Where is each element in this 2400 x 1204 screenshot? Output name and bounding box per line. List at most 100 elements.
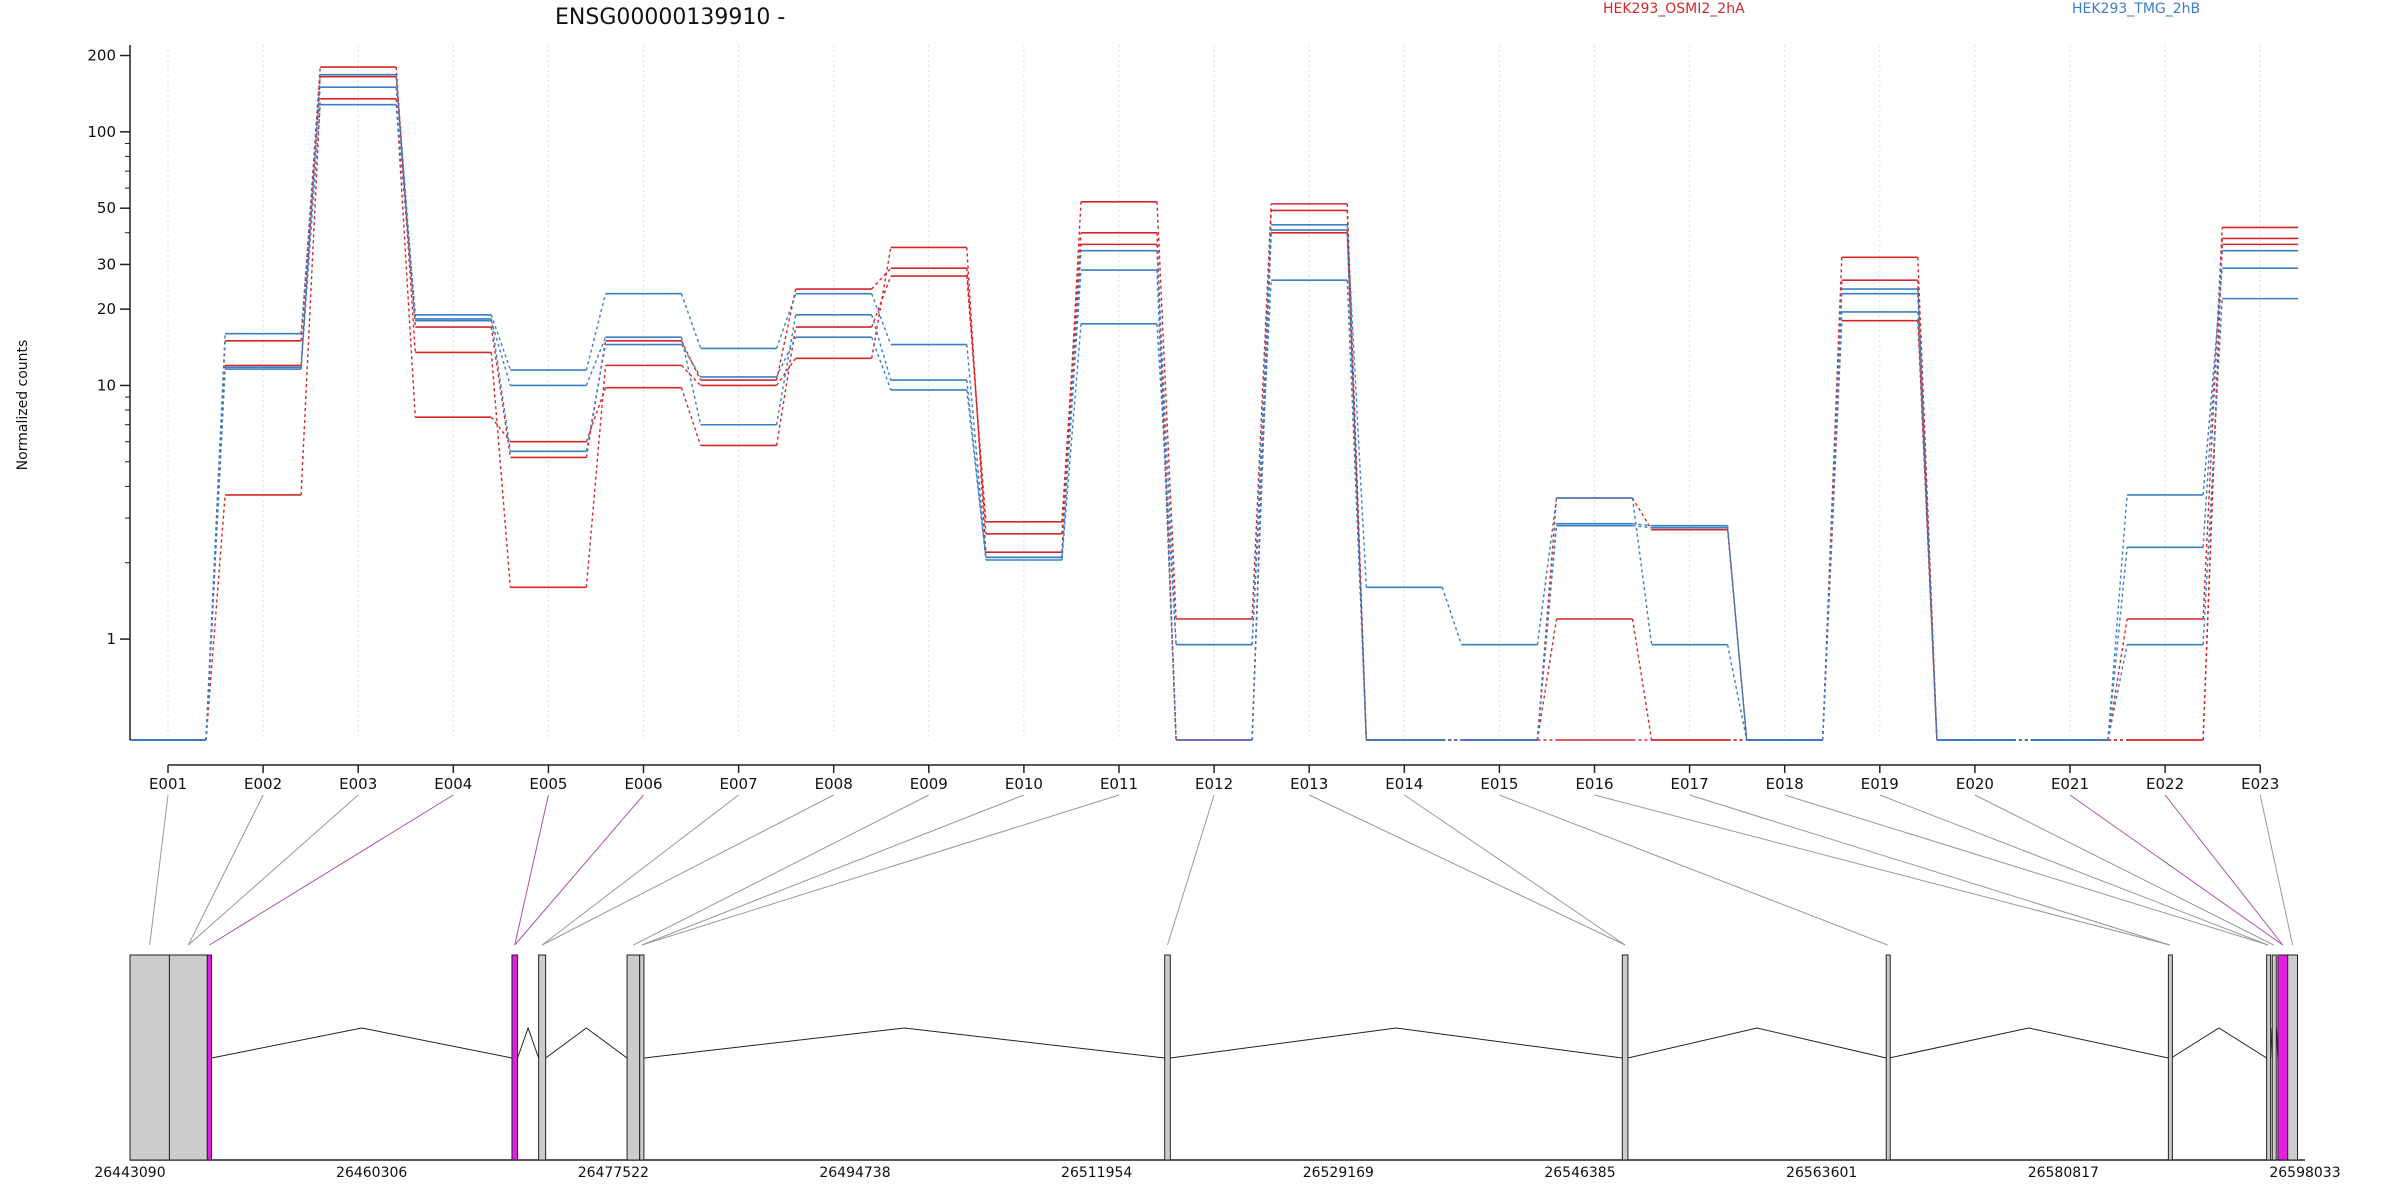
series-transition — [395, 98, 416, 418]
series-transition — [1346, 230, 1367, 741]
connector-e017 — [1689, 794, 2170, 946]
series-transition — [1061, 232, 1082, 522]
series-transition — [585, 336, 607, 386]
connector-e004 — [209, 794, 454, 946]
series-transition — [775, 314, 797, 425]
series-transition — [680, 364, 702, 386]
series-transition — [680, 293, 702, 349]
connector-e003 — [188, 794, 359, 946]
x-tick-label-e006: E006 — [624, 775, 662, 793]
x-tick-label-e011: E011 — [1100, 775, 1138, 793]
series-transition — [490, 314, 512, 371]
series-transition — [2202, 227, 2223, 620]
series-transition — [1917, 320, 1938, 741]
series-transition — [871, 314, 892, 381]
x-tick-label-e023: E023 — [2241, 775, 2279, 793]
connector-e011 — [641, 794, 1120, 946]
series-transition — [1726, 529, 1748, 741]
series-transition — [680, 337, 702, 425]
series-transition — [1346, 232, 1367, 741]
series-a-1 — [130, 66, 2299, 741]
series-b-5 — [130, 103, 2299, 741]
intron-line — [1627, 1027, 1887, 1059]
series-transition — [1536, 497, 1558, 645]
genomic-tick-label: 26460306 — [336, 1165, 407, 1181]
series-transition — [871, 267, 892, 290]
genomic-tick-label: 26477522 — [578, 1165, 649, 1181]
series-transition — [775, 336, 797, 378]
intron-line — [517, 1026, 540, 1059]
series-transition — [1536, 618, 1558, 741]
series-transition — [585, 293, 607, 371]
exon-box-e011 — [2167, 954, 2173, 1161]
x-tick-label-e016: E016 — [1575, 775, 1613, 793]
connector-e002 — [187, 794, 264, 946]
y-tick-label: 50 — [97, 199, 116, 217]
exon-connectors — [149, 794, 2294, 946]
x-tick-label-e005: E005 — [529, 775, 567, 793]
exon-box-e015 — [2287, 954, 2299, 1161]
exon-box-e005 — [538, 954, 547, 1161]
series-a-3 — [130, 97, 2299, 741]
x-tick-label-e004: E004 — [434, 775, 472, 793]
x-tick-label-e019: E019 — [1861, 775, 1899, 793]
series-transition — [680, 387, 702, 446]
series-transition — [1536, 497, 1558, 741]
series-transition — [490, 416, 511, 443]
series-transition — [2107, 494, 2128, 741]
chart-title: ENSG00000139910 - — [555, 5, 785, 30]
connector-e023 — [2259, 794, 2294, 946]
y-tick-label: 100 — [87, 123, 116, 141]
series-transition — [2202, 268, 2223, 496]
series-transition — [775, 293, 797, 349]
series-transition — [2202, 238, 2223, 741]
y-tick-label: 10 — [97, 376, 116, 394]
x-tick-label-e020: E020 — [1956, 775, 1994, 793]
exon-box-e001 — [129, 954, 170, 1161]
exon-box-e003 — [206, 954, 213, 1161]
series-transition — [205, 369, 226, 741]
series-transition — [1346, 224, 1367, 588]
x-tick-label-e002: E002 — [244, 775, 282, 793]
exon-box-e012 — [2266, 954, 2272, 1161]
connector-e005 — [514, 794, 549, 946]
series-transition — [1251, 224, 1272, 645]
series-transition — [300, 67, 321, 341]
exon-box-e009 — [1621, 954, 1629, 1161]
connector-e016 — [1594, 794, 2170, 946]
legend-label-tmg: HEK293_TMG_2hB — [2072, 1, 2200, 17]
exon-box-e008 — [1164, 954, 1171, 1161]
exon-box-e007 — [639, 954, 645, 1161]
connector-e013 — [1308, 794, 1626, 946]
series-transition — [2202, 250, 2223, 548]
series-transition — [966, 344, 987, 558]
intron-line — [545, 1027, 628, 1059]
genomic-tick-label: 26443090 — [94, 1165, 165, 1181]
series-transition — [2107, 547, 2128, 741]
x-tick-label-e017: E017 — [1671, 775, 1709, 793]
series-transition — [490, 326, 512, 458]
genomic-tick-label: 26563601 — [1786, 1165, 1857, 1181]
exon-box-e004 — [511, 954, 519, 1161]
series-transition — [1441, 587, 1463, 645]
series-transition — [1061, 270, 1082, 558]
connector-e015 — [1499, 794, 1888, 946]
exon-box-e013 — [2271, 954, 2277, 1161]
series-transition — [490, 318, 512, 452]
intron-line — [1888, 1027, 2169, 1059]
genomic-tick-label: 26494738 — [819, 1165, 890, 1181]
exon-box-e010 — [1885, 954, 1891, 1161]
x-tick-label-e008: E008 — [815, 775, 853, 793]
x-tick-label-e003: E003 — [339, 775, 377, 793]
x-tick-label-e012: E012 — [1195, 775, 1233, 793]
series-transition — [2107, 644, 2128, 741]
genomic-tick-label: 26546385 — [1544, 1165, 1615, 1181]
series-transition — [1156, 270, 1177, 741]
genomic-tick-label: 26529169 — [1303, 1165, 1374, 1181]
intron-line — [211, 1027, 513, 1059]
legend-label-osmi: HEK293_OSMI2_2hA — [1603, 1, 1745, 17]
series-transition — [680, 344, 702, 378]
series-transition — [1726, 644, 1748, 741]
series-transition — [775, 326, 797, 446]
series-transition — [300, 76, 321, 366]
